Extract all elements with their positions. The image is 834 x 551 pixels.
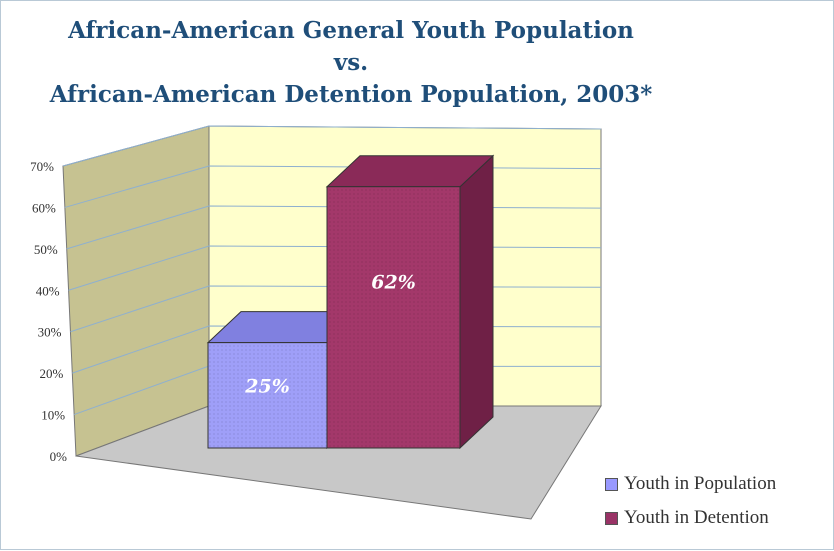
y-tick-label-5: 50% (34, 242, 58, 257)
bar-texture-1 (327, 186, 460, 448)
y-tick-label-3: 30% (38, 325, 62, 340)
chart-title-line-2: vs. (333, 49, 369, 76)
y-tick-label-4: 40% (36, 283, 60, 298)
y-tick-label-7: 70% (30, 159, 54, 174)
gridline-7 (62, 125, 602, 167)
bar-detention: 62% (325, 154, 495, 450)
data-label-1: 62% (371, 272, 416, 294)
bars: 25% 62% (206, 154, 495, 450)
side-wall (62, 125, 210, 457)
legend-item-detention: Youth in Detention (605, 501, 776, 535)
legend: Youth in Population Youth in Detention (605, 467, 776, 535)
legend-label-population: Youth in Population (624, 473, 777, 494)
y-tick-label-6: 60% (32, 200, 56, 215)
chart-title-line-1: African-American General Youth Populatio… (68, 17, 634, 44)
bar-texture-0 (208, 342, 327, 448)
data-label-0: 25% (244, 376, 290, 398)
y-tick-label-0: 0% (50, 449, 68, 464)
legend-item-population: Youth in Population (605, 467, 776, 501)
y-tick-label-2: 20% (39, 366, 63, 381)
legend-label-detention: Youth in Detention (624, 507, 769, 528)
bar-side-1 (459, 154, 494, 450)
y-axis-ticks: 0% 10% 20% 30% 40% 50% 60% 70% (30, 159, 67, 464)
legend-swatch-population (605, 477, 618, 491)
chart-title: African-American General Youth Populatio… (1, 15, 701, 111)
legend-swatch-detention (605, 511, 618, 525)
y-tick-label-1: 10% (41, 408, 65, 423)
chart-title-line-3: African-American Detention Population, 2… (49, 81, 653, 108)
